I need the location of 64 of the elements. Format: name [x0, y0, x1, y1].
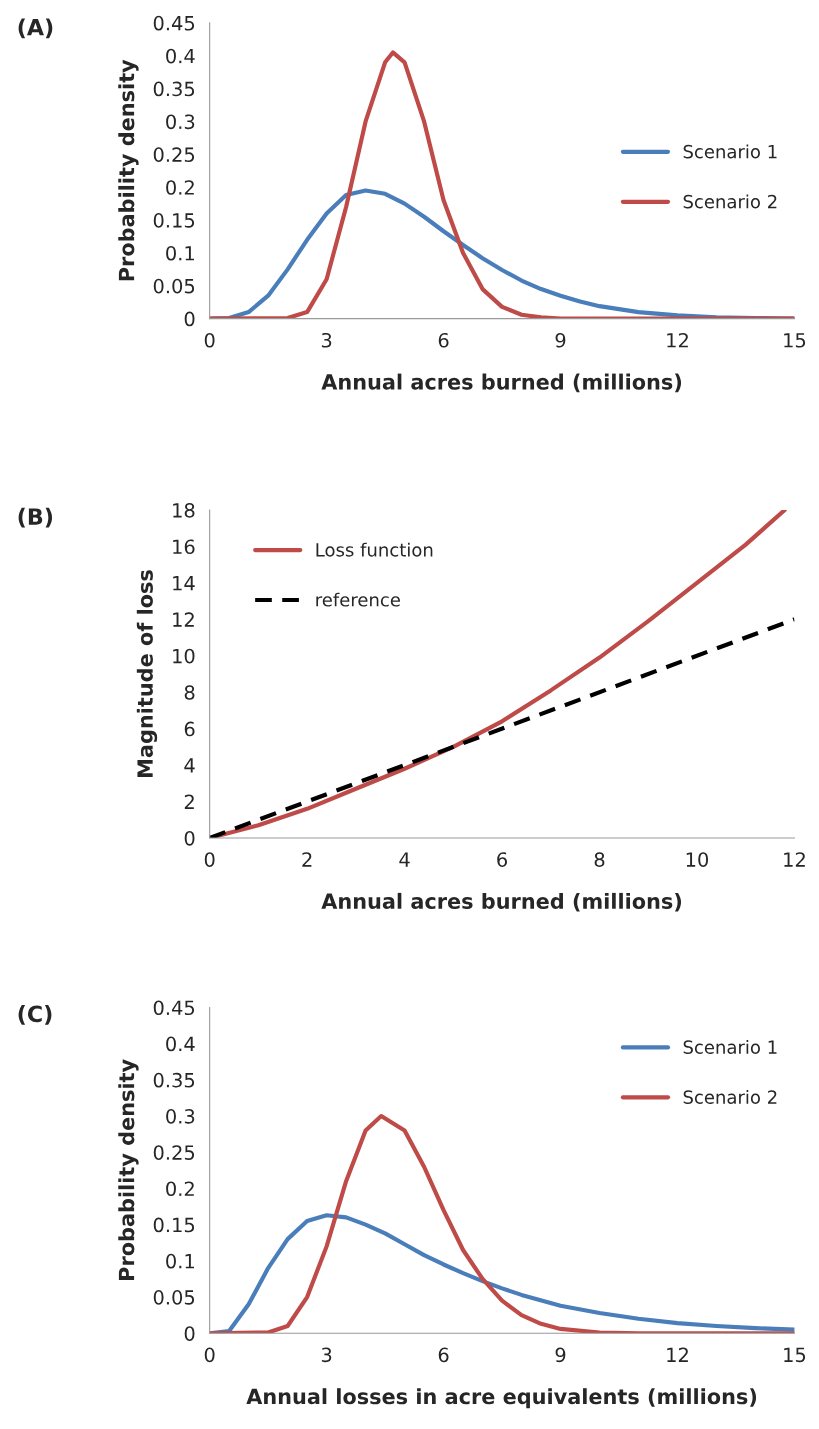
- y-tick-label: 0.05: [153, 1290, 195, 1305]
- x-tick-label: 10: [686, 852, 709, 867]
- chart-title: (A): [18, 18, 53, 39]
- y-tick-label: 8: [184, 685, 195, 700]
- y-tick-label: 0: [184, 311, 195, 327]
- y-tick-label: 0.2: [166, 1181, 194, 1197]
- y-tick-label: 14: [173, 576, 195, 591]
- chart-title: (B): [18, 507, 53, 528]
- x-tick-label: 2: [302, 852, 312, 867]
- x-axis-title: Annual losses in acre equivalents (millions): [246, 1388, 757, 1409]
- y-tick-label: 0.2: [166, 180, 194, 195]
- x-axis-title: Annual acres burned (millions): [321, 373, 682, 393]
- x-tick-label: 0: [204, 332, 215, 348]
- x-tick-label: 9: [555, 1347, 566, 1363]
- y-tick-label: 0.25: [153, 147, 195, 162]
- legend-label: Scenario 1: [683, 1039, 777, 1054]
- y-tick-label: 18: [173, 502, 195, 518]
- x-tick-label: 6: [438, 1347, 449, 1363]
- legend-label: Scenario 2: [683, 1089, 777, 1104]
- y-tick-label: 0: [184, 1326, 195, 1341]
- x-tick-label: 12: [667, 1347, 688, 1362]
- y-tick-label: 0.15: [153, 1217, 195, 1233]
- y-tick-label: 10: [173, 648, 195, 664]
- y-tick-label: 0.3: [166, 114, 195, 130]
- y-axis-title: Probability density: [118, 1059, 139, 1280]
- y-tick-label: 6: [184, 721, 195, 737]
- x-tick-label: 12: [784, 852, 805, 867]
- chart-title: (C): [18, 1005, 52, 1025]
- y-tick-label: 0.45: [153, 15, 195, 31]
- y-tick-label: 12: [173, 612, 194, 627]
- x-tick-label: 6: [497, 852, 508, 867]
- y-tick-label: 0.4: [166, 48, 195, 64]
- x-tick-label: 9: [555, 332, 566, 348]
- y-tick-label: 0.3: [166, 1109, 195, 1124]
- y-tick-label: 0.45: [153, 1000, 195, 1016]
- y-tick-label: 4: [184, 758, 195, 773]
- x-tick-label: 3: [321, 1347, 332, 1363]
- y-tick-label: 0.1: [166, 245, 194, 261]
- x-tick-label: 8: [594, 852, 605, 867]
- x-tick-label: 3: [321, 332, 332, 348]
- x-tick-label: 15: [784, 1347, 806, 1363]
- y-tick-label: 16: [173, 539, 195, 555]
- y-tick-label: 0.05: [153, 278, 195, 294]
- y-tick-label: 2: [184, 794, 194, 809]
- x-tick-label: 12: [667, 332, 688, 348]
- y-tick-label: 0.15: [153, 213, 195, 228]
- y-axis-title: Magnitude of loss: [136, 570, 158, 777]
- legend-label: Scenario 2: [683, 194, 777, 209]
- y-tick-label: 0: [184, 830, 195, 846]
- y-axis-title: Probability density: [118, 59, 139, 281]
- legend-label: Scenario 1: [683, 144, 777, 159]
- legend-label: Loss function: [316, 542, 433, 557]
- y-tick-label: 0.35: [153, 81, 195, 97]
- legend-label: reference: [316, 592, 400, 607]
- x-tick-label: 15: [784, 333, 806, 348]
- x-tick-label: 4: [399, 852, 410, 867]
- y-tick-label: 0.25: [153, 1145, 195, 1160]
- x-axis-title: Annual acres burned (millions): [321, 892, 682, 912]
- y-tick-label: 0.1: [166, 1253, 194, 1269]
- y-tick-label: 0.35: [153, 1072, 195, 1088]
- x-tick-label: 0: [204, 1347, 215, 1363]
- y-tick-label: 0.4: [166, 1036, 195, 1052]
- x-tick-label: 0: [204, 852, 215, 867]
- x-tick-label: 6: [438, 332, 449, 348]
